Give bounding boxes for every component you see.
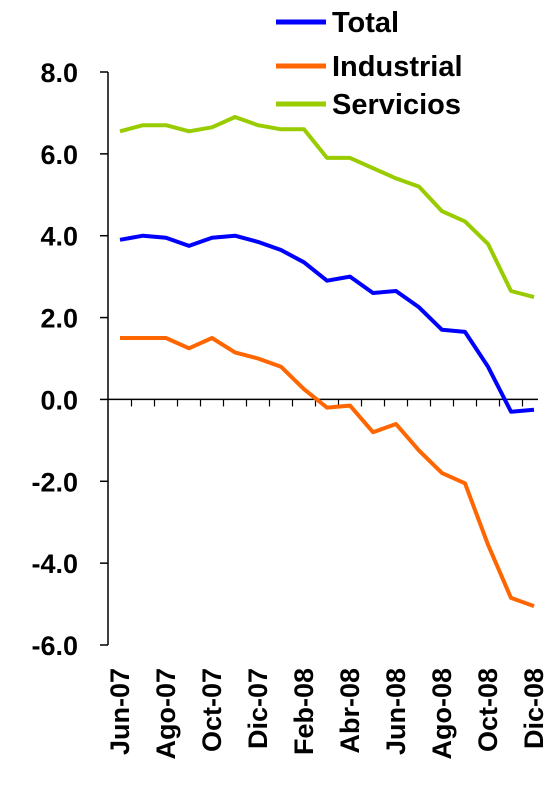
y-tick-label: -2.0 (31, 467, 78, 497)
x-tick-label: Dic-08 (519, 668, 547, 749)
x-tick-label: Jun-07 (105, 668, 135, 755)
series-line-servicios (119, 115, 535, 300)
legend-label: Total (332, 7, 399, 39)
x-tick-label: Jun-08 (381, 668, 411, 755)
x-tick-label: Oct-07 (197, 668, 227, 752)
legend-label: Industrial (332, 51, 463, 83)
x-tick-label: Oct-08 (473, 668, 503, 752)
y-tick-label: 6.0 (40, 140, 78, 170)
series-line-total (119, 233, 535, 414)
x-tick-label: Ago-08 (427, 668, 457, 760)
y-tick-label: 8.0 (40, 58, 78, 88)
x-tick-label: Ago-07 (151, 668, 181, 760)
plot-area: 8.0 6.0 4.0 2.0 0.0 -2.0 -4.0 -6.0 Jun-07 Ago-07 O… (31, 58, 547, 760)
x-tick-label: Abr-08 (335, 668, 365, 754)
y-tick-label: 4.0 (40, 222, 78, 252)
y-tick-label: 0.0 (40, 385, 78, 415)
y-tick-label: 2.0 (40, 304, 78, 334)
x-tick-label: Dic-07 (243, 668, 273, 749)
y-tick-label: -4.0 (31, 549, 78, 579)
legend: Total Industrial Servicios (276, 7, 463, 121)
y-tick-label: -6.0 (31, 631, 78, 661)
x-tick-label: Feb-08 (289, 668, 319, 755)
legend-label: Servicios (332, 89, 461, 121)
series-line-industrial (120, 336, 535, 608)
